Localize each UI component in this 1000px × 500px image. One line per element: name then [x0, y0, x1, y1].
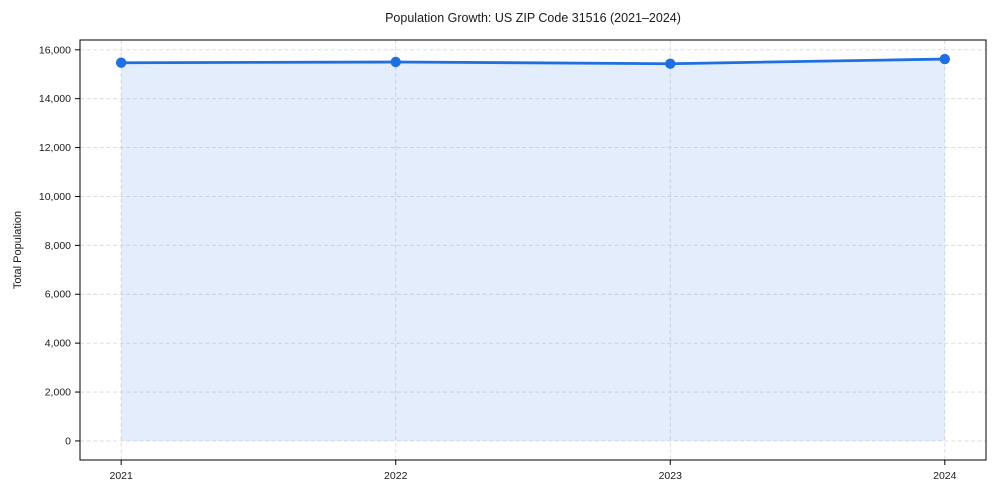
chart-title: Population Growth: US ZIP Code 31516 (20… — [385, 11, 681, 25]
y-tick-label: 14,000 — [39, 93, 71, 105]
y-tick-label: 10,000 — [39, 191, 71, 203]
x-tick-label: 2021 — [110, 470, 134, 482]
plot-frame — [79, 39, 987, 461]
y-tick-label: 2,000 — [45, 387, 71, 399]
x-tick-label: 2022 — [384, 470, 408, 482]
area-fill — [121, 59, 945, 441]
y-tick-label: 6,000 — [45, 289, 71, 301]
y-tick-label: 12,000 — [39, 142, 71, 154]
data-point — [390, 56, 401, 68]
data-point — [665, 58, 676, 69]
data-point — [939, 53, 951, 65]
y-tick-label: 0 — [65, 435, 71, 447]
y-tick-label: 16,000 — [39, 44, 71, 56]
y-tick-label: 4,000 — [45, 338, 71, 350]
x-tick-label: 2024 — [933, 470, 957, 482]
data-line — [119, 57, 947, 66]
data-point — [115, 57, 127, 68]
y-tick-label: 8,000 — [45, 240, 71, 252]
x-tick-label: 2023 — [659, 470, 683, 482]
